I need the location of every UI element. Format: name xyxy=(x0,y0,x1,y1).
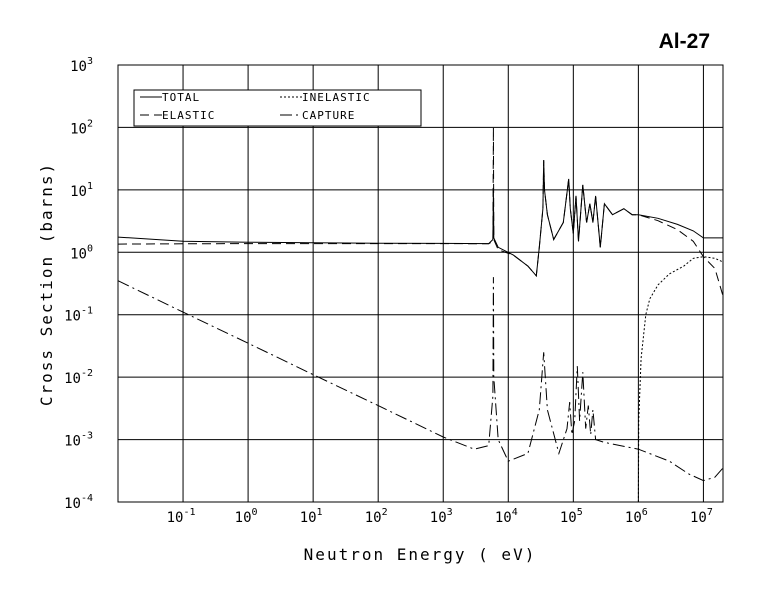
x-axis-label: Neutron Energy ( eV) xyxy=(304,545,537,564)
series-line-elastic xyxy=(117,127,724,297)
grid-lines xyxy=(118,65,723,502)
x-tick-label: 10-1 xyxy=(167,507,196,526)
series-line-capture xyxy=(117,277,724,482)
series-line-total xyxy=(117,160,723,277)
x-tick-label: 103 xyxy=(430,507,453,526)
y-axis-label: Cross Section (barns) xyxy=(37,162,56,406)
x-tick-label: 105 xyxy=(560,507,583,526)
y-tick-label: 10-1 xyxy=(64,306,93,325)
y-tick-label: 10-4 xyxy=(64,493,93,512)
y-tick-label: 100 xyxy=(70,243,93,262)
y-tick-label: 10-2 xyxy=(64,368,93,387)
x-tick-label: 102 xyxy=(365,507,388,526)
y-tick-label: 103 xyxy=(70,56,93,75)
x-tick-label: 101 xyxy=(300,507,323,526)
x-tick-label: 104 xyxy=(495,507,518,526)
legend-label-capture: CAPTURE xyxy=(302,109,355,122)
y-tick-label: 10-3 xyxy=(64,431,93,450)
legend-box xyxy=(133,89,422,127)
y-tick-label: 101 xyxy=(70,181,93,200)
legend-label-elastic: ELASTIC xyxy=(162,109,215,122)
series-layer xyxy=(117,127,724,503)
x-tick-label: 100 xyxy=(235,507,258,526)
legend: TOTAL ELASTIC INELASTIC CAPTURE xyxy=(133,89,422,127)
x-tick-label: 106 xyxy=(625,507,648,526)
chart-title: Al-27 xyxy=(659,30,710,53)
series-line-inelastic xyxy=(637,256,724,503)
y-tick-label: 102 xyxy=(70,118,93,137)
x-axis-ticks: 10-1 100 101 102 103 104 105 106 107 xyxy=(167,507,713,526)
plot-frame xyxy=(117,64,724,503)
legend-label-inelastic: INELASTIC xyxy=(302,91,371,104)
y-axis-ticks: 103 102 101 100 10-1 10-2 10-3 10-4 xyxy=(64,56,93,512)
legend-label-total: TOTAL xyxy=(162,91,200,104)
x-tick-label: 107 xyxy=(690,507,713,526)
